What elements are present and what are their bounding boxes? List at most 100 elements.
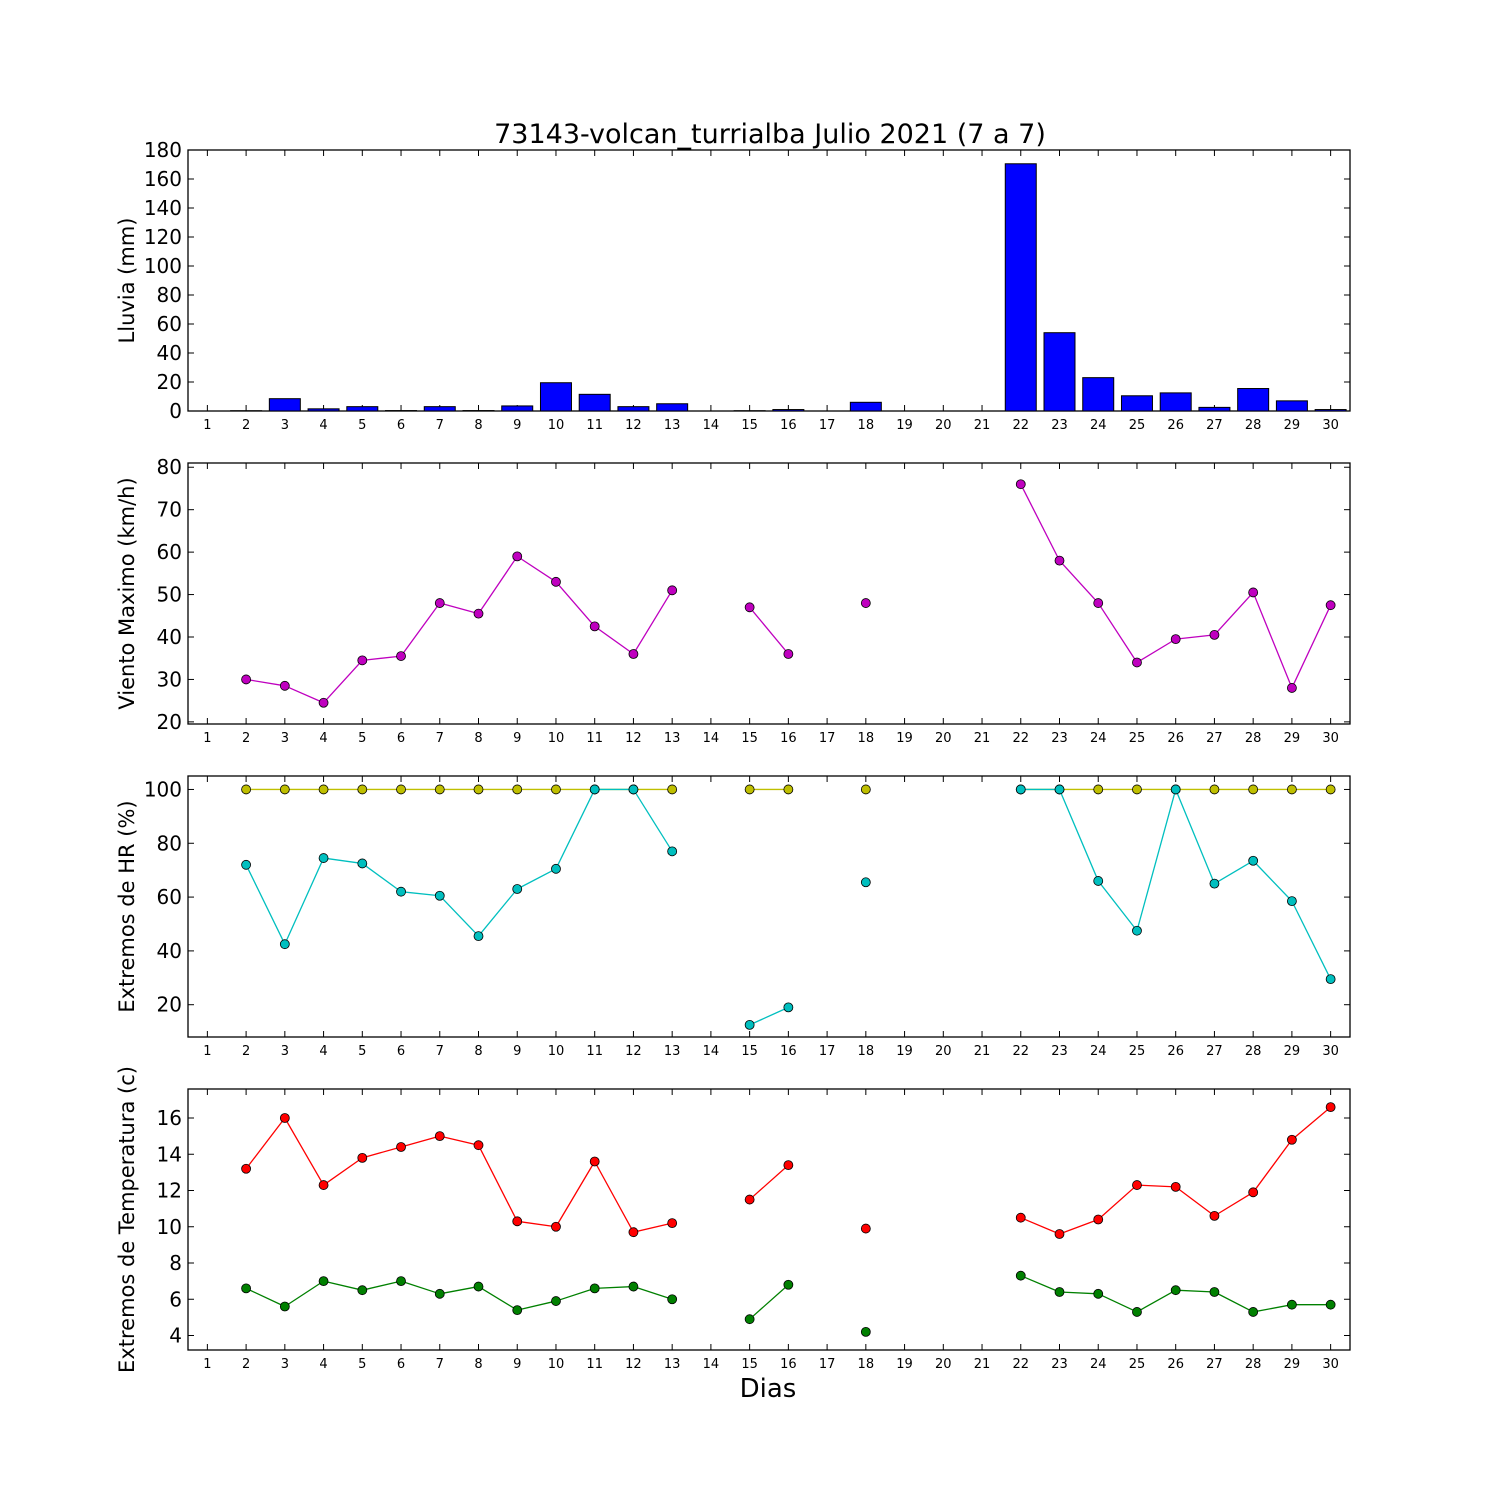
x-tick-label: 17 (819, 1357, 836, 1372)
series-line-segment (439, 895, 479, 937)
bar (346, 406, 379, 412)
data-point (628, 1281, 639, 1292)
series-line-segment (594, 1285, 634, 1290)
x-tick-label: 30 (1322, 731, 1339, 746)
x-tick-label: 27 (1206, 1044, 1223, 1059)
x-tick-label: 7 (436, 731, 444, 746)
series-line-segment (1097, 602, 1138, 663)
data-point (473, 1281, 484, 1292)
data-point (744, 1314, 755, 1325)
data-point (241, 784, 252, 795)
data-point (512, 1216, 523, 1227)
series-line-segment (323, 1280, 363, 1291)
x-tick-label: 11 (586, 418, 603, 433)
data-point (473, 784, 484, 795)
x-tick-label: 22 (1012, 731, 1029, 746)
data-point (667, 1294, 678, 1305)
data-point (396, 1142, 406, 1152)
x-tick-label: 30 (1322, 418, 1339, 433)
x-tick-label: 27 (1206, 1357, 1223, 1372)
series-line-segment (284, 1280, 324, 1308)
series-line-segment (1291, 1106, 1332, 1141)
data-point (744, 1194, 755, 1205)
data-point (396, 1276, 406, 1287)
y-axis-label: Extremos de Temperatura (c) (115, 1066, 139, 1373)
data-point (241, 1283, 252, 1294)
x-tick-label: 5 (358, 418, 366, 433)
series-line-segment (478, 1286, 518, 1311)
data-point (589, 784, 600, 795)
data-point (1170, 634, 1181, 645)
bar (1159, 392, 1192, 412)
x-tick-label: 29 (1284, 418, 1301, 433)
data-point (667, 585, 678, 596)
data-point (1132, 784, 1142, 795)
series-line-segment (517, 1300, 557, 1311)
series-line-segment (1097, 880, 1138, 932)
y-tick-label: 14 (157, 1142, 182, 1166)
series-line-segment (749, 606, 789, 655)
data-point (744, 784, 755, 795)
x-tick-label: 21 (974, 731, 991, 746)
data-point (860, 598, 871, 608)
series-line-segment (555, 1287, 595, 1302)
x-tick-label: 3 (281, 1357, 289, 1372)
series-line-segment (1214, 1191, 1254, 1217)
x-tick-label: 11 (586, 1044, 603, 1059)
data-point (1248, 1187, 1259, 1198)
y-axis-label: Extremos de HR (%) (115, 800, 139, 1012)
data-point (1015, 1212, 1026, 1223)
series-line-segment (284, 685, 324, 704)
series-line-segment (555, 1161, 596, 1228)
series-line-segment (1214, 1291, 1254, 1313)
series-line-segment (1175, 1289, 1215, 1293)
data-point (1170, 784, 1181, 795)
x-tick-label: 18 (858, 731, 875, 746)
y-tick-label: 50 (157, 583, 182, 607)
data-point (318, 697, 329, 708)
data-point (1093, 784, 1104, 795)
data-point (1132, 1307, 1142, 1317)
bar (1082, 377, 1115, 412)
plot-frame (187, 1088, 1351, 1351)
x-tick-label: 24 (1090, 418, 1107, 433)
x-tick-label: 30 (1322, 1044, 1339, 1059)
x-tick-label: 24 (1090, 1044, 1107, 1059)
x-tick-label: 9 (513, 1357, 521, 1372)
bar (578, 393, 611, 412)
data-point (434, 598, 445, 608)
series-line-segment (1059, 1291, 1099, 1295)
data-point (512, 551, 523, 562)
data-point (1248, 784, 1259, 795)
plot-frame (187, 149, 1351, 412)
y-tick-label: 60 (157, 312, 182, 336)
x-tick-label: 16 (780, 731, 797, 746)
x-tick-label: 28 (1245, 731, 1262, 746)
data-point (512, 1305, 523, 1316)
x-tick-label: 14 (703, 1044, 720, 1059)
data-point (628, 784, 639, 795)
x-tick-label: 9 (513, 731, 521, 746)
x-tick-label: 2 (242, 731, 250, 746)
y-axis-label: Lluvia (mm) (115, 218, 139, 344)
data-point (357, 858, 368, 869)
series-line-segment (632, 789, 673, 852)
x-tick-label: 11 (586, 1357, 603, 1372)
y-tick-label: 4 (169, 1324, 182, 1348)
series-line-segment (439, 602, 479, 615)
series-line-segment (1253, 1304, 1293, 1313)
data-point (860, 877, 871, 888)
data-point (1287, 1134, 1297, 1145)
data-point (744, 1019, 755, 1030)
data-point (318, 784, 329, 795)
x-tick-label: 16 (780, 1044, 797, 1059)
x-tick-label: 20 (935, 418, 952, 433)
data-point (1093, 876, 1104, 886)
series-line-segment (517, 1220, 557, 1228)
data-point (1132, 1180, 1142, 1190)
y-tick-label: 6 (169, 1287, 182, 1311)
y-tick-label: 60 (157, 885, 182, 909)
bar (656, 403, 689, 412)
data-point (279, 680, 290, 691)
